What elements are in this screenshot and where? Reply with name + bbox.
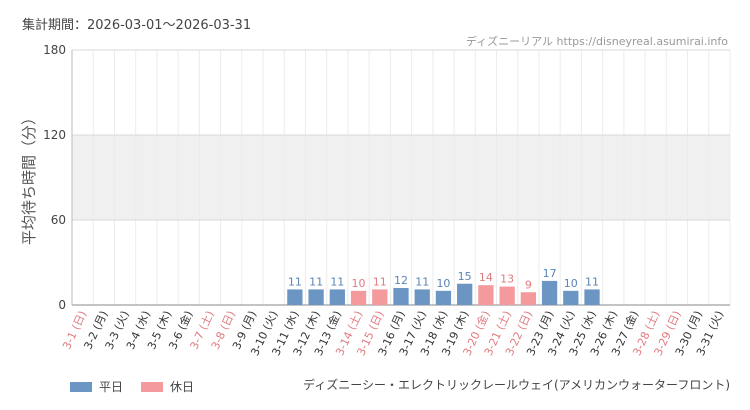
chart-bars <box>287 280 600 305</box>
chart-grid <box>71 49 731 306</box>
bar-value-label: 11 <box>415 275 429 288</box>
bar-value-label: 17 <box>543 267 557 280</box>
legend-swatch-weekday <box>70 381 92 392</box>
bar-value-label: 11 <box>288 275 302 288</box>
bar-value-label: 10 <box>564 277 578 290</box>
shaded-band <box>72 135 730 220</box>
y-axis-label: 平均待ち時間（分） <box>20 110 38 245</box>
bar <box>520 292 536 305</box>
bar-value-label: 11 <box>585 275 599 288</box>
bar <box>563 290 579 305</box>
chart-bar-labels: 11 11 11 10 11 12 11 10 15 14 13 9 17 10 11 <box>288 267 599 291</box>
bar <box>350 290 367 305</box>
bar-value-label: 13 <box>500 273 514 286</box>
credit-label: ディズニーリアル https://disneyreal.asumirai.inf… <box>465 35 728 48</box>
bar-value-label: 14 <box>479 271 493 284</box>
attraction-name: ディズニーシー・エレクトリックレールウェイ(アメリカンウォーターフロント) <box>303 378 730 392</box>
legend-label-weekday: 平日 <box>99 380 124 394</box>
bar-value-label: 11 <box>309 275 323 288</box>
legend: 平日 休日 <box>70 378 194 395</box>
bar-value-label: 11 <box>330 275 344 288</box>
y-tick-label: 60 <box>51 213 66 227</box>
chart-y-ticks: 0 60 120 180 <box>43 43 66 312</box>
y-tick-label: 120 <box>43 128 66 142</box>
bar <box>541 280 558 305</box>
period-label: 集計期間：2026-03-01〜2026-03-31 <box>22 18 252 33</box>
y-tick-label: 0 <box>58 298 66 312</box>
bar <box>478 285 494 305</box>
bar <box>372 289 388 305</box>
bar-value-label: 10 <box>352 277 366 290</box>
bar <box>499 286 515 305</box>
legend-item-weekday: 平日 <box>70 378 123 395</box>
bar-value-label: 15 <box>458 270 472 283</box>
legend-swatch-holiday <box>141 381 164 392</box>
legend-item-holiday: 休日 <box>141 378 194 395</box>
chart-x-ticks: 3-1 (日)3-2 (月)3-3 (火)3-4 (水)3-5 (木)3-6 (… <box>60 308 726 357</box>
bar-value-label: 9 <box>525 278 532 291</box>
bar <box>287 289 303 305</box>
bar-value-label: 12 <box>394 274 408 287</box>
bar <box>414 289 430 305</box>
bar-value-label: 10 <box>436 277 450 290</box>
bar <box>393 288 409 305</box>
y-tick-label: 180 <box>43 43 66 57</box>
bar-value-label: 11 <box>373 275 387 288</box>
bar <box>584 289 600 305</box>
bar <box>435 290 452 305</box>
bar <box>457 283 473 305</box>
legend-label-holiday: 休日 <box>170 380 195 394</box>
bar <box>329 289 345 305</box>
bar <box>308 289 324 305</box>
